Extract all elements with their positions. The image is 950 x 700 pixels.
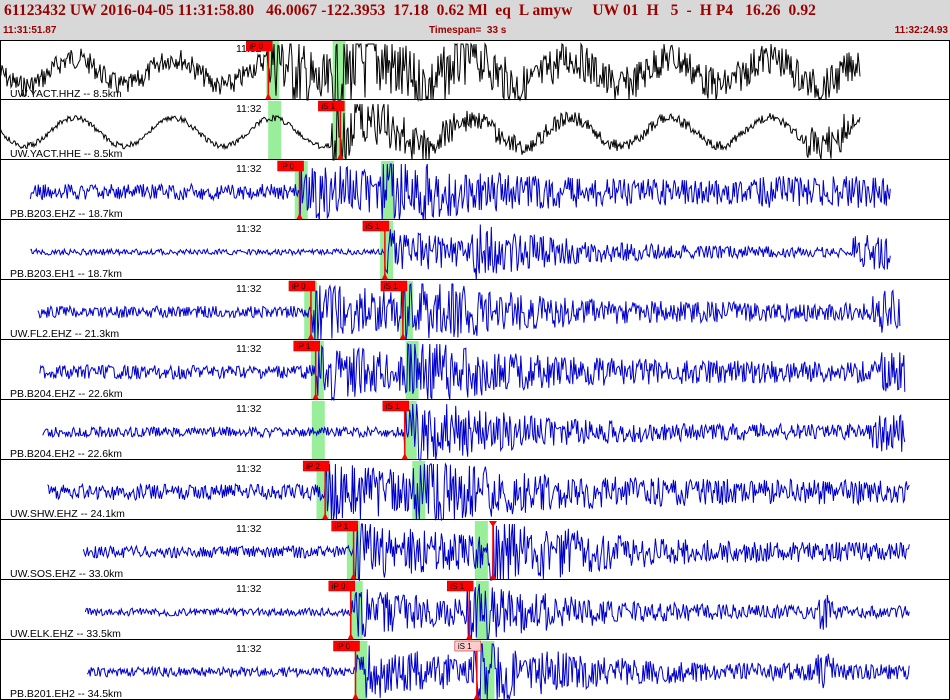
trace-time-label: 11:32 — [236, 103, 262, 115]
waveform-trace — [47, 462, 910, 521]
trace-time-label: 11:32 — [236, 283, 262, 295]
event-summary-title: 61123432 UW 2016-04-05 11:31:58.80 46.00… — [4, 2, 817, 19]
station-label: PB.B204.EH2 -- 22.6km — [10, 448, 122, 460]
timespan-label: Timespan= 33 s — [429, 25, 507, 36]
phase-pick-marker — [296, 213, 303, 219]
phase-pick-box[interactable] — [302, 460, 330, 472]
trace-time-label: 11:32 — [236, 223, 262, 235]
waveform-trace — [0, 42, 861, 102]
phase-pick-label: iS 1 — [366, 222, 380, 231]
phase-pick-label: iP 0 — [292, 282, 306, 291]
station-label: UW.SHW.EHZ -- 24.1km — [10, 508, 125, 520]
trace-row[interactable]: 11:32 UW.FL2.EHZ -- 21.3km iP 0 iS 1 — [0, 280, 950, 341]
phase-pick-box[interactable] — [362, 220, 390, 232]
phase-pick-label: iS 1 — [384, 282, 398, 291]
phase-pick-label: iP 1 — [297, 342, 311, 351]
pick-window — [268, 101, 282, 159]
station-label: PB.B203.EHZ -- 18.7km — [10, 208, 123, 220]
phase-pick-marker — [312, 393, 319, 399]
phase-pick-marker — [473, 693, 480, 699]
trace-row[interactable]: 11:32 PB.B203.EH1 -- 18.7km iS 1 — [0, 220, 950, 281]
pick-window — [311, 401, 325, 459]
station-label: PB.B204.EHZ -- 22.6km — [10, 388, 123, 400]
phase-pick-box[interactable] — [277, 160, 304, 172]
phase-pick-box[interactable] — [293, 340, 320, 352]
waveform-trace — [39, 342, 906, 402]
phase-pick-label: iS 1 — [321, 102, 335, 111]
phase-pick-box[interactable] — [288, 280, 316, 292]
waveform-trace — [86, 643, 910, 700]
phase-pick-marker — [265, 93, 272, 99]
phase-pick-label: iP 0 — [281, 162, 295, 171]
phase-pick-label: iP 0 — [337, 642, 351, 651]
phase-pick-box[interactable] — [328, 580, 356, 592]
phase-pick-box[interactable] — [447, 580, 474, 592]
trace-time-label: 11:32 — [236, 403, 262, 415]
waveform-trace — [42, 403, 906, 461]
waveform-trace — [29, 163, 891, 221]
phase-pick-marker — [401, 453, 408, 459]
station-label: UW.YACT.HHZ -- 8.5km — [10, 88, 122, 100]
trace-time-label: 11:32 — [236, 583, 262, 595]
waveform-trace — [0, 103, 861, 161]
phase-pick-label: iP 2 — [306, 462, 320, 471]
trace-time-label: 11:32 — [236, 463, 262, 475]
station-label: UW.SOS.EHZ -- 33.0km — [10, 568, 123, 580]
phase-pick-box[interactable] — [318, 100, 345, 112]
trace-time-label: 11:32 — [236, 643, 262, 655]
phase-pick-marker — [466, 633, 473, 639]
phase-pick-box[interactable] — [333, 640, 360, 652]
event-header-bar: 61123432 UW 2016-04-05 11:31:58.80 46.00… — [0, 0, 950, 40]
trace-row[interactable]: 11:32 PB.B201.EH2 -- 34.5km iP 0 iS 1 — [0, 640, 950, 700]
trace-time-label: 11:32 — [236, 163, 262, 175]
waveform-trace — [30, 224, 891, 281]
trace-row[interactable]: 11:32 UW.ELK.EHZ -- 33.5km iP 0 iS 1 — [0, 580, 950, 641]
phase-pick-marker — [307, 333, 314, 339]
phase-pick-marker — [337, 153, 344, 159]
phase-pick-marker — [489, 573, 496, 579]
station-label: PB.B203.EH1 -- 18.7km — [10, 268, 122, 280]
waveform-trace — [37, 282, 901, 341]
phase-pick-marker — [352, 693, 359, 699]
station-label: UW.YACT.HHE -- 8.5km — [10, 148, 123, 160]
trace-row[interactable]: 11:32 PB.B204.EHZ -- 22.6km iP 1 — [0, 340, 950, 402]
phase-pick-label: iS 1 — [458, 642, 472, 651]
phase-pick-marker — [381, 273, 388, 279]
phase-pick-marker — [399, 333, 406, 339]
phase-pick-label: iP 1 — [335, 522, 349, 531]
end-time-label: 11:32:24.93 — [894, 25, 948, 36]
trace-row[interactable]: 11:32 UW.SOS.EHZ -- 33.0km iP 1 — [0, 520, 950, 582]
phase-pick-box[interactable] — [382, 400, 410, 412]
phase-pick-marker — [322, 513, 329, 519]
phase-pick-marker — [347, 633, 354, 639]
trace-row[interactable]: 11:32 PB.B203.EHZ -- 18.7km iP 0 — [0, 160, 950, 221]
station-label: UW.FL2.EHZ -- 21.3km — [10, 328, 119, 340]
seismogram-canvas[interactable]: 11:32 UW.YACT.HHZ -- 8.5km iP 0 11:32 UW.YAC… — [0, 40, 950, 700]
start-time-label: 11:31:51.87 — [3, 25, 57, 36]
phase-pick-label: iP 0 — [249, 42, 263, 51]
trace-row[interactable]: 11:32 PB.B204.EH2 -- 22.6km iS 1 — [0, 400, 950, 461]
phase-pick-box[interactable] — [454, 640, 482, 652]
station-label: UW.ELK.EHZ -- 33.5km — [10, 628, 121, 640]
trace-time-label: 11:32 — [236, 343, 262, 355]
phase-pick-label: iS 1 — [386, 402, 400, 411]
trace-row[interactable]: 11:32 UW.SHW.EHZ -- 24.1km iP 2 — [0, 460, 950, 521]
trace-time-label: 11:32 — [236, 523, 262, 535]
phase-pick-marker — [350, 573, 357, 579]
waveform-trace — [84, 583, 910, 641]
station-label: PB.B201.EH2 -- 34.5km — [10, 688, 122, 700]
phase-pick-label: iS 1 — [450, 582, 464, 591]
phase-pick-box[interactable] — [331, 520, 358, 532]
seismogram-panel[interactable]: 11:32 UW.YACT.HHZ -- 8.5km iP 0 11:32 UW.YAC… — [0, 40, 950, 700]
phase-pick-box[interactable] — [380, 280, 408, 292]
trace-row[interactable]: 11:32 UW.YACT.HHE -- 8.5km iS 1 — [0, 100, 950, 161]
phase-pick-marker[interactable] — [488, 521, 497, 527]
phase-pick-label: iP 0 — [332, 582, 346, 591]
pick-window — [310, 341, 324, 399]
waveform-trace — [82, 523, 910, 582]
